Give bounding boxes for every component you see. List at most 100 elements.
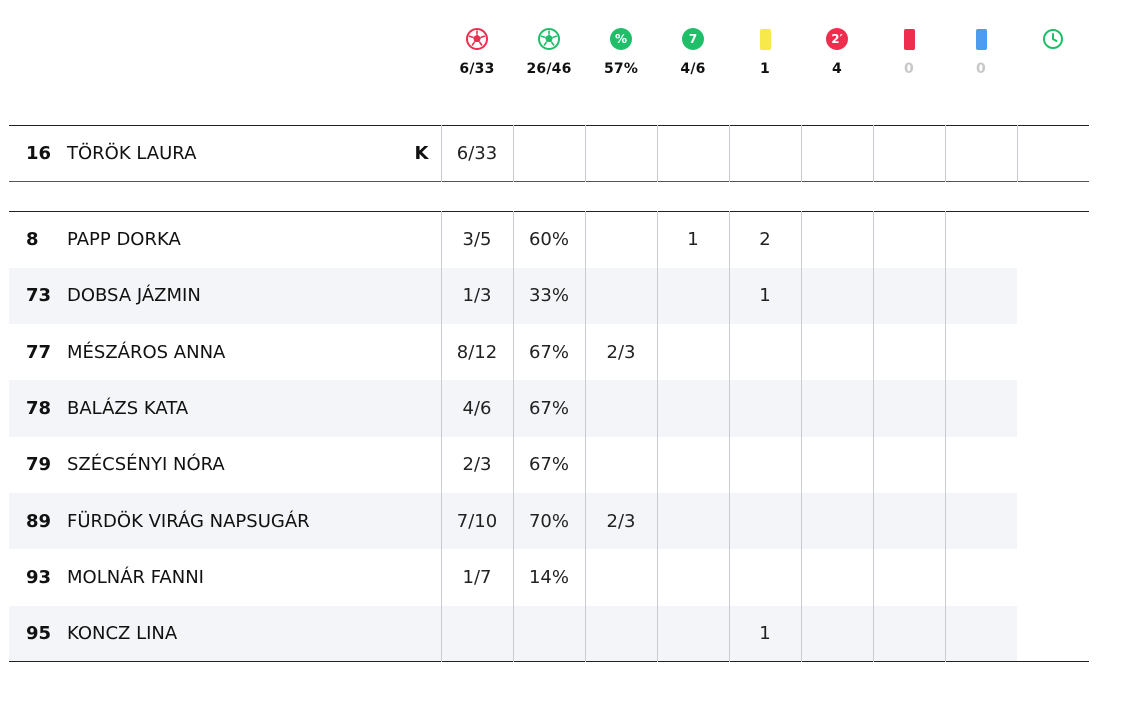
yellow-card-cell [656,436,729,493]
saves-cell: 4/6 [440,380,513,437]
player-name[interactable]: KONCZ LINA [67,605,441,662]
summary-blue-column: 0 [945,27,1017,77]
time-cell [944,267,1017,325]
red-ball-icon [441,27,513,51]
blue-card-cell [872,324,945,381]
seven-meter-cell: 2/3 [584,324,657,381]
summary-two-minute-column: 2′ 4 [801,27,873,77]
seven-meter-cell: 2/3 [584,492,657,550]
blue-card-cell [872,436,945,493]
saves-cell [512,125,585,182]
two-minute-cell [728,492,801,550]
summary-seven-meter-column: 7 4/6 [657,27,729,77]
two-minute-cell [728,436,801,493]
blue-card-icon-wrap [945,27,1017,51]
red-card-cell [800,492,873,550]
summary-time-column [1017,27,1089,51]
red-card-cell [800,211,873,268]
summary-saves-column: 26/46 [513,27,585,77]
summary-percent-column: % 57% [585,27,657,77]
time-cell [944,436,1017,493]
time-cell [1016,125,1089,182]
saves-cell: 1/7 [440,549,513,606]
stats-summary-header: 6/33 26/46 % 57% 7 4/6 1 2′ 4 [0,0,1141,125]
time-cell [944,549,1017,606]
green-ball-icon [513,27,585,51]
two-minute-cell [800,125,873,182]
goals-shots-cell: 6/33 [440,125,513,182]
summary-percent-value: 57% [603,61,639,77]
seven-meter-cell [584,267,657,325]
player-number: 8 [9,211,67,268]
player-name[interactable]: MÉSZÁROS ANNA [67,324,441,381]
summary-saves-value: 26/46 [526,61,572,77]
percent-cell: 60% [512,211,585,268]
goalkeeper-row[interactable]: 16 TÖRÖK LAURA K 6/33 [9,125,1089,182]
saves-cell: 2/3 [440,436,513,493]
player-name[interactable]: DOBSA JÁZMIN [67,267,441,325]
percent-cell [584,125,657,182]
player-number: 79 [9,436,67,493]
table-row[interactable]: 77 MÉSZÁROS ANNA 8/12 67% 2/3 [9,324,1089,381]
saves-cell: 3/5 [440,211,513,268]
clock-icon [1017,27,1089,51]
red-card-cell [800,605,873,662]
red-card-cell [800,549,873,606]
seven-meter-cell [584,380,657,437]
blue-card-cell [944,125,1017,182]
red-card-cell [800,324,873,381]
table-row[interactable]: 8 PAPP DORKA 3/5 60% 1 2 [9,211,1089,268]
blue-card-cell [872,380,945,437]
table-row[interactable]: 73 DOBSA JÁZMIN 1/3 33% 1 [9,267,1089,325]
goalkeeper-flag: K [414,143,429,164]
blue-card-cell [872,549,945,606]
table-row[interactable]: 78 BALÁZS KATA 4/6 67% [9,380,1089,437]
player-name[interactable]: SZÉCSÉNYI NÓRA [67,436,441,493]
seven-meter-cell [584,436,657,493]
two-minute-cell [728,324,801,381]
player-name[interactable]: PAPP DORKA [67,211,441,268]
table-row[interactable]: 79 SZÉCSÉNYI NÓRA 2/3 67% [9,436,1089,493]
yellow-card-cell [728,125,801,182]
table-row[interactable]: 95 KONCZ LINA 1 [9,605,1089,662]
percent-cell: 70% [512,492,585,550]
players-table: 8 PAPP DORKA 3/5 60% 1 2 73 DOBSA JÁZMIN… [9,211,1089,663]
yellow-card-icon-wrap [729,27,801,51]
percent-cell [512,605,585,662]
player-name[interactable]: TÖRÖK LAURA [67,143,197,164]
percent-cell: 67% [512,380,585,437]
time-cell [944,324,1017,381]
two-minute-icon: 2′ [826,28,848,50]
summary-yellow-column: 1 [729,27,801,77]
yellow-card-cell [656,549,729,606]
saves-cell [440,605,513,662]
summary-red-value: 0 [904,61,914,77]
table-row[interactable]: 89 FÜRDÖK VIRÁG NAPSUGÁR 7/10 70% 2/3 [9,492,1089,550]
yellow-card-cell [656,380,729,437]
player-name[interactable]: BALÁZS KATA [67,380,441,437]
player-name[interactable]: FÜRDÖK VIRÁG NAPSUGÁR [67,492,441,550]
seven-meter-icon-wrap: 7 [657,27,729,51]
red-card-icon [903,28,915,50]
saves-cell: 1/3 [440,267,513,325]
summary-yellow-value: 1 [760,61,770,77]
percent-cell: 33% [512,267,585,325]
player-name[interactable]: MOLNÁR FANNI [67,549,441,606]
yellow-card-cell [656,267,729,325]
blue-card-cell [872,492,945,550]
two-minute-cell: 2 [728,211,801,268]
percent-cell: 14% [512,549,585,606]
two-minute-cell [728,549,801,606]
two-minute-cell [728,380,801,437]
two-minute-icon-wrap: 2′ [801,27,873,51]
table-row[interactable]: 93 MOLNÁR FANNI 1/7 14% [9,549,1089,606]
two-minute-cell: 1 [728,267,801,325]
summary-goals-column: 6/33 [441,27,513,77]
red-card-cell [872,125,945,182]
seven-meter-cell [584,211,657,268]
yellow-card-cell [656,492,729,550]
summary-two-minute-value: 4 [832,61,842,77]
summary-red-column: 0 [873,27,945,77]
percent-icon-wrap: % [585,27,657,51]
seven-meter-cell [584,605,657,662]
